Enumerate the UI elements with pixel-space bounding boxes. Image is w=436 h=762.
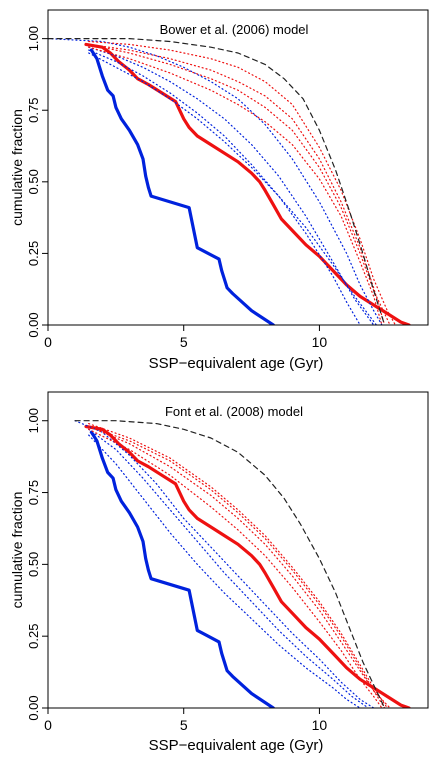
series-line-1 [89, 430, 275, 708]
x-tick-label: 0 [44, 334, 52, 350]
series-group [74, 420, 411, 708]
y-tick-label: 0.25 [26, 624, 41, 649]
y-tick-label: 0.50 [26, 552, 41, 577]
y-tick-label: 0.00 [26, 695, 41, 720]
series-line-6 [88, 423, 388, 708]
series-line-2 [84, 42, 411, 325]
x-tick-label: 0 [44, 717, 52, 733]
plot-frame [47, 9, 429, 326]
series-line-3 [74, 420, 375, 708]
y-axis-label: cumulative fraction [9, 109, 25, 226]
x-axis-label: SSP−equivalent age (Gyr) [149, 355, 324, 372]
series-line-9 [88, 428, 383, 708]
series-line-4 [88, 428, 369, 708]
chart-panel-2: 0 5 10 0.00 0.25 0.50 0.75 1.00 Font et al. (200… [9, 391, 429, 754]
series-line-7 [88, 425, 386, 708]
series-line-6 [88, 52, 377, 325]
series-line-5 [88, 49, 361, 325]
chart-panel-1: 0 5 10 0.00 0.25 0.50 0.75 1.00 Bower et al. (20… [9, 9, 429, 372]
series-line-3 [48, 37, 383, 325]
x-tick-label: 5 [180, 334, 188, 350]
y-tick-label: 0.25 [26, 241, 41, 266]
y-tick-label: 0.00 [26, 312, 41, 337]
series-line-10 [74, 420, 386, 708]
y-tick-label: 1.00 [26, 26, 41, 51]
x-tick-label: 10 [312, 334, 328, 350]
series-line-1 [89, 48, 275, 325]
plot-frame [47, 391, 429, 709]
y-tick-label: 0.75 [26, 480, 41, 505]
y-axis-label: cumulative fraction [9, 492, 25, 609]
y-tick-label: 0.75 [26, 98, 41, 123]
y-tick-label: 0.50 [26, 169, 41, 194]
series-line-8 [88, 43, 386, 325]
series-line-4 [88, 46, 375, 325]
x-axis-label: SSP−equivalent age (Gyr) [149, 737, 324, 754]
chart-title: Bower et al. (2006) model [160, 22, 309, 37]
series-group [48, 37, 411, 325]
series-line-5 [88, 434, 361, 708]
x-tick-label: 10 [312, 717, 328, 733]
series-line-2 [84, 424, 411, 708]
series-line-8 [88, 425, 391, 708]
chart-title: Font et al. (2008) model [165, 404, 303, 419]
x-tick-label: 5 [180, 717, 188, 733]
series-line-9 [88, 43, 391, 325]
series-line-11 [48, 37, 386, 325]
y-tick-label: 1.00 [26, 408, 41, 433]
series-line-7 [88, 40, 396, 325]
